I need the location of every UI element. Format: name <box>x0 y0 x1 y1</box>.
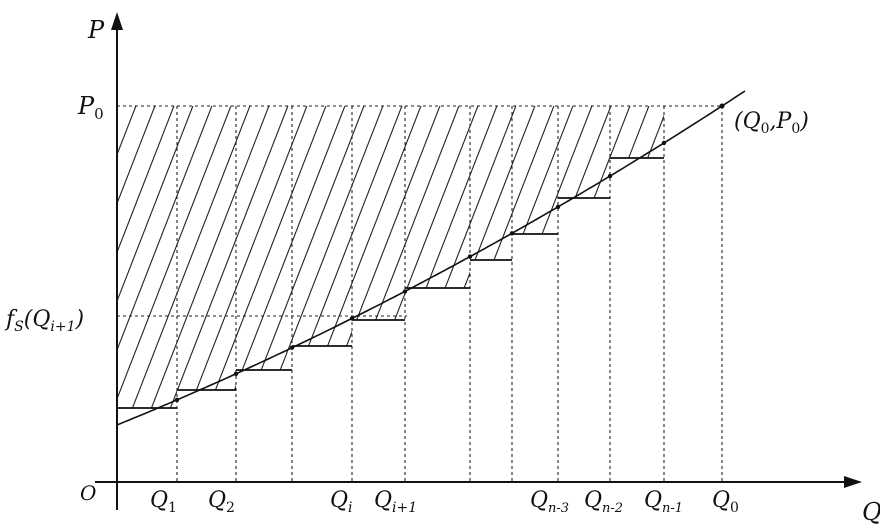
hatch-line <box>804 80 880 440</box>
x-tick-qn1: Qn-1 <box>644 488 683 516</box>
hatch-line <box>0 80 70 440</box>
x-tick-labels: Q1 Q2 Qi Qi+1 Qn-3 Qn-2 Qn-1 Q0 <box>150 488 739 516</box>
x-tick-q2: Q2 <box>208 488 235 516</box>
y-axis-arrow-icon <box>111 12 123 30</box>
origin-label: O <box>80 481 96 505</box>
p0-label: P0 <box>77 92 104 123</box>
x-tick-q0: Q0 <box>712 488 739 516</box>
fs-label: fS(Qi+1) <box>4 307 84 335</box>
hatch-line <box>290 106 432 408</box>
supply-curve <box>116 90 746 426</box>
y-axis-label: P <box>87 16 105 44</box>
x-tick-q1: Q1 <box>150 488 177 516</box>
x-axis-label: Q <box>862 498 880 526</box>
hatch-line <box>499 106 641 408</box>
hatch-line <box>117 106 242 408</box>
hatch-line <box>0 80 89 440</box>
hatch-line <box>195 106 337 408</box>
hatch-line <box>252 106 394 408</box>
hatch-line <box>347 106 489 408</box>
x-tick-qn3: Qn-3 <box>530 488 569 516</box>
x-tick-qn2: Qn-2 <box>584 488 623 516</box>
hatch-line <box>613 106 664 408</box>
hatch-line <box>823 80 880 440</box>
hatch-line <box>117 106 223 408</box>
hatch-line <box>651 106 664 408</box>
hatched-surplus-area <box>0 80 880 440</box>
x-tick-qi1: Qi+1 <box>374 488 417 516</box>
hatch-line <box>176 106 318 408</box>
hatch-line <box>157 106 299 408</box>
hatch-line <box>117 106 166 408</box>
hatch-line <box>117 106 185 408</box>
hatch-line <box>0 80 108 440</box>
hatch-line <box>117 106 147 408</box>
point-q0-p0-label: (Q0,P0) <box>734 109 809 137</box>
hatch-line <box>328 106 470 408</box>
hatch-line <box>766 80 880 440</box>
hatch-line <box>594 106 664 408</box>
hatch-line <box>119 106 261 408</box>
hatch-line <box>575 106 664 408</box>
hatch-line <box>214 106 356 408</box>
vertical-guide-lines <box>176 106 723 482</box>
hatch-line <box>233 106 375 408</box>
hatch-line <box>271 106 413 408</box>
hatch-line <box>632 106 664 408</box>
hatch-line <box>138 106 280 408</box>
hatch-line <box>671 80 811 440</box>
point-q0-p0-marker <box>719 103 725 109</box>
hatch-line <box>842 80 880 440</box>
hatch-line <box>556 106 664 408</box>
hatch-line <box>518 106 660 408</box>
x-tick-qi: Qi <box>330 488 353 516</box>
hatch-line <box>709 80 849 440</box>
hatch-line <box>309 106 451 408</box>
hatch-line <box>861 80 880 440</box>
hatch-line <box>117 106 204 408</box>
hatch-line <box>537 106 664 408</box>
x-axis-arrow-icon <box>844 476 862 488</box>
hatch-line <box>117 106 128 408</box>
